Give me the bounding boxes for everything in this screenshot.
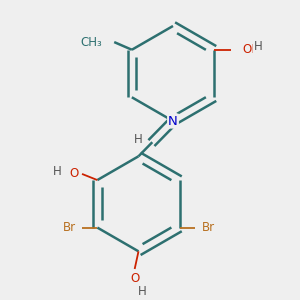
Text: CH₃: CH₃: [80, 36, 102, 49]
Text: H: H: [138, 286, 147, 298]
Text: H: H: [254, 40, 262, 53]
Text: N: N: [168, 115, 178, 128]
Text: H: H: [134, 133, 143, 146]
Text: H: H: [53, 165, 62, 178]
Text: O: O: [70, 167, 79, 180]
Text: O: O: [130, 272, 139, 285]
Text: Br: Br: [62, 221, 76, 234]
Text: OH: OH: [242, 43, 260, 56]
Text: Br: Br: [202, 221, 214, 234]
